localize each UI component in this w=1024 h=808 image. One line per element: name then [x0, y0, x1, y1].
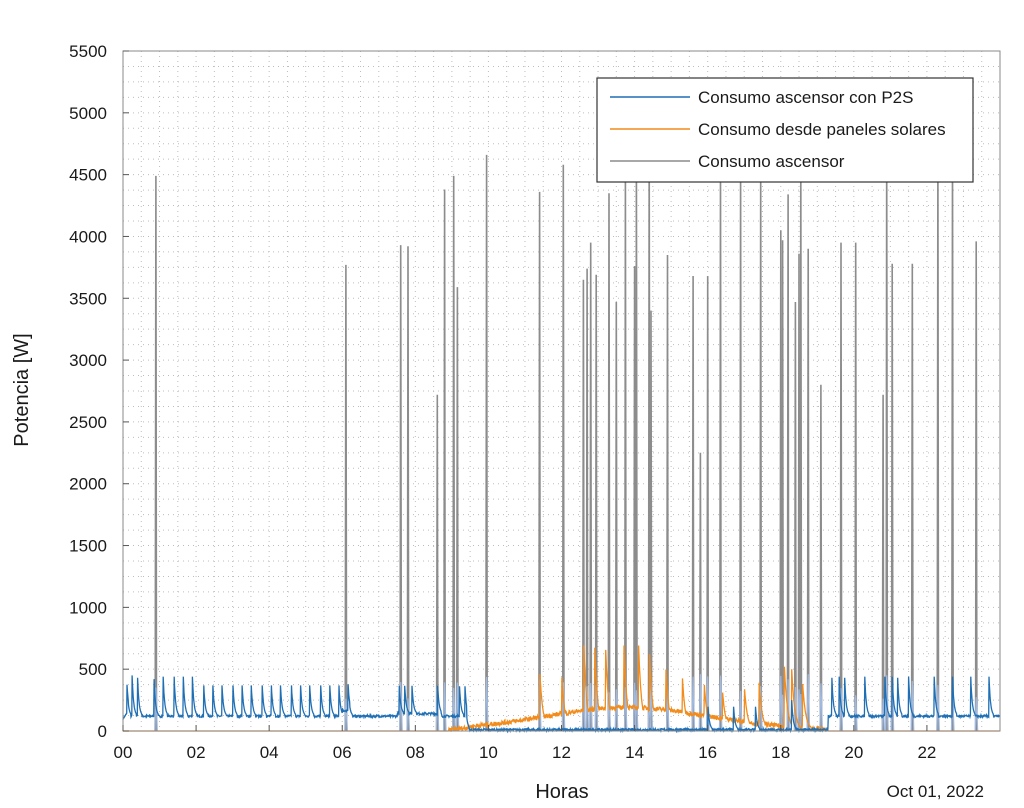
legend-entry: Consumo desde paneles solares	[698, 120, 946, 139]
ascensor-spike	[561, 164, 565, 732]
y-tick-label: 0	[98, 722, 107, 741]
ascensor-spike	[739, 163, 742, 732]
y-tick-label: 3500	[69, 289, 107, 308]
ascensor-spike	[589, 242, 593, 732]
x-tick-label: 22	[917, 743, 936, 762]
ascensor-spike	[633, 266, 636, 732]
y-tick-label: 500	[79, 660, 107, 679]
ascensor-spike	[799, 152, 803, 732]
ascensor-spike	[452, 175, 456, 732]
ascensor-spike	[399, 245, 403, 732]
x-tick-label: 06	[333, 743, 352, 762]
legend: Consumo ascensor con P2S Consumo desde pa…	[596, 77, 974, 183]
x-axis-label: Horas	[535, 781, 588, 803]
ascensor-spike	[344, 264, 348, 732]
ascensor-spike	[974, 241, 978, 732]
x-tick-label: 16	[698, 743, 717, 762]
ascensor-spike	[793, 301, 797, 732]
ascensor-spike	[951, 142, 954, 732]
ascensor-spike	[485, 154, 488, 732]
ascensor-spike	[779, 230, 783, 732]
ascensor-spike	[759, 163, 763, 732]
ascensor-spike	[719, 159, 722, 732]
ascensor-spike	[936, 142, 940, 732]
ascensor-spike	[910, 263, 914, 732]
y-tick-label: 2000	[69, 475, 107, 494]
ascensor-spike	[890, 263, 894, 732]
ascensor-spike	[443, 189, 446, 732]
ascensor-spike	[649, 310, 653, 732]
legend-entry: Consumo ascensor	[698, 152, 845, 171]
y-tick-label: 3000	[69, 351, 107, 370]
ascensor-spike	[797, 253, 801, 732]
y-tick-label: 2500	[69, 413, 107, 432]
axis-ticks: 00 02 04 06 08 10 12 14 16 18 20 22 0 500 1000 1500 2000…	[69, 42, 936, 762]
y-tick-label: 4000	[69, 227, 107, 246]
x-tick-label: 02	[187, 743, 206, 762]
x-tick-label: 04	[260, 743, 279, 762]
x-tick-label: 00	[114, 743, 133, 762]
x-tick-label: 18	[771, 743, 790, 762]
ascensor-spike	[706, 275, 710, 732]
ascensor-spike	[881, 394, 885, 732]
ascensor-spike	[585, 268, 589, 732]
ascensor-spike	[666, 254, 669, 732]
legend-entry: Consumo ascensor con P2S	[698, 88, 913, 107]
y-tick-label: 4500	[69, 166, 107, 185]
x-tick-label: 08	[406, 743, 425, 762]
ascensor-spike	[806, 248, 810, 732]
ascensor-spike	[885, 139, 889, 732]
ascensor-spike	[154, 175, 158, 732]
ascensor-spike	[594, 274, 598, 732]
ascensor-spike	[635, 151, 638, 732]
ascensor-spike	[819, 384, 823, 732]
legend-box	[596, 77, 974, 183]
ascensor-spike	[698, 452, 702, 732]
y-tick-label: 1500	[69, 537, 107, 556]
ascensor-spike	[406, 246, 410, 732]
ascensor-spike	[455, 287, 459, 732]
date-label: Oct 01, 2022	[887, 782, 984, 801]
x-tick-label: 10	[479, 743, 498, 762]
ascensor-spike	[647, 135, 651, 732]
ascensor-spike	[538, 191, 541, 732]
x-tick-label: 20	[844, 743, 863, 762]
ascensor-spike	[614, 301, 618, 732]
y-tick-label: 1000	[69, 598, 107, 617]
y-tick-label: 5500	[69, 42, 107, 61]
series-consumo-ascensor	[154, 135, 978, 732]
ascensor-spike	[839, 242, 843, 732]
ascensor-spike	[624, 172, 627, 732]
ascensor-spike	[435, 394, 439, 732]
ascensor-spike	[607, 193, 611, 732]
ascensor-spike	[781, 240, 784, 732]
ascensor-spike	[582, 279, 585, 732]
x-tick-label: 12	[552, 743, 571, 762]
ascensor-spike	[854, 242, 858, 732]
y-tick-label: 5000	[69, 104, 107, 123]
x-tick-label: 14	[625, 743, 644, 762]
y-axis-label: Potencia [W]	[11, 333, 33, 446]
ascensor-spike	[786, 194, 790, 732]
ascensor-spike	[691, 275, 695, 732]
